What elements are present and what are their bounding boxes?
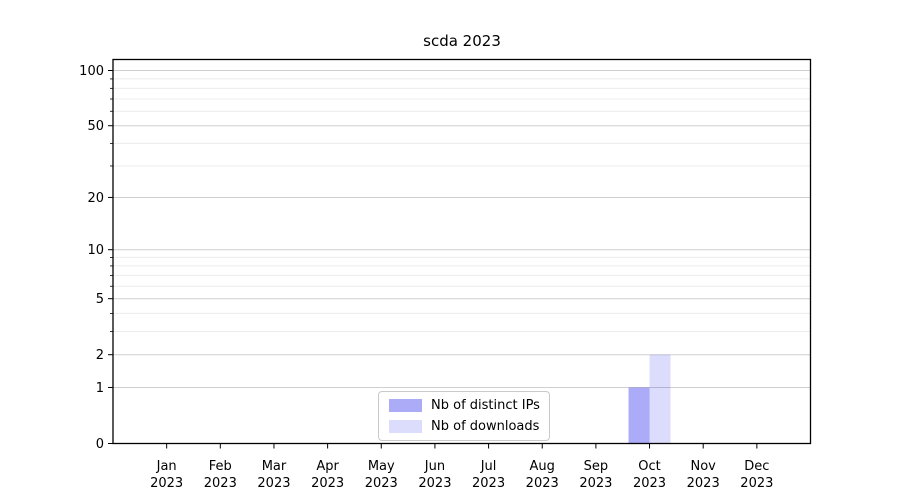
x-tick-label-year: 2023 <box>579 476 612 491</box>
x-tick-label-year: 2023 <box>365 476 398 491</box>
x-tick-label-year: 2023 <box>257 476 290 491</box>
plot-frame <box>112 58 812 445</box>
x-tick-label-month: Jul <box>480 459 497 474</box>
legend-entry-distinct-ips: Nb of distinct IPs <box>389 397 541 414</box>
y-tick-label: 20 <box>87 191 104 206</box>
y-tick-label: 10 <box>87 243 104 258</box>
chart-title: scda 2023 <box>423 32 501 50</box>
legend-label-distinct-ips: Nb of distinct IPs <box>431 398 540 413</box>
y-tick-label: 2 <box>96 348 104 363</box>
x-tick-label-year: 2023 <box>526 476 559 491</box>
y-tick-label: 5 <box>96 292 104 307</box>
y-tick-label: 1 <box>96 381 104 396</box>
legend-entry-downloads: Nb of downloads <box>389 418 541 435</box>
x-tick-label-month: May <box>368 459 395 474</box>
x-tick-label-month: Jun <box>424 459 445 474</box>
y-tick-label: 0 <box>96 437 104 452</box>
y-tick-label: 50 <box>87 119 104 134</box>
x-tick-label-year: 2023 <box>472 476 505 491</box>
bar-oct-nb-of-distinct-ips <box>628 387 650 444</box>
x-tick-label-year: 2023 <box>311 476 344 491</box>
legend-label-downloads: Nb of downloads <box>431 419 540 434</box>
x-tick-label-month: Oct <box>638 459 660 474</box>
x-tick-label-year: 2023 <box>633 476 666 491</box>
x-tick-label-month: Sep <box>584 459 609 474</box>
legend-swatch-distinct-ips <box>389 399 422 412</box>
y-tick-label: 100 <box>79 64 104 79</box>
x-tick-label-year: 2023 <box>204 476 237 491</box>
x-tick-label-year: 2023 <box>740 476 773 491</box>
x-tick-label-month: Dec <box>744 459 769 474</box>
x-tick-label-month: Jan <box>156 459 177 474</box>
x-tick-label-month: Aug <box>530 459 555 474</box>
legend-swatch-downloads <box>389 420 422 433</box>
x-tick-label-month: Mar <box>262 459 287 474</box>
bar-oct-nb-of-downloads <box>649 354 671 444</box>
x-tick-label-year: 2023 <box>687 476 720 491</box>
x-tick-label-month: Apr <box>316 459 339 474</box>
x-tick-label-month: Feb <box>209 459 232 474</box>
legend: Nb of distinct IPs Nb of downloads <box>378 391 550 441</box>
x-tick-label-year: 2023 <box>418 476 451 491</box>
x-tick-label-month: Nov <box>691 459 717 474</box>
x-tick-label-year: 2023 <box>150 476 183 491</box>
